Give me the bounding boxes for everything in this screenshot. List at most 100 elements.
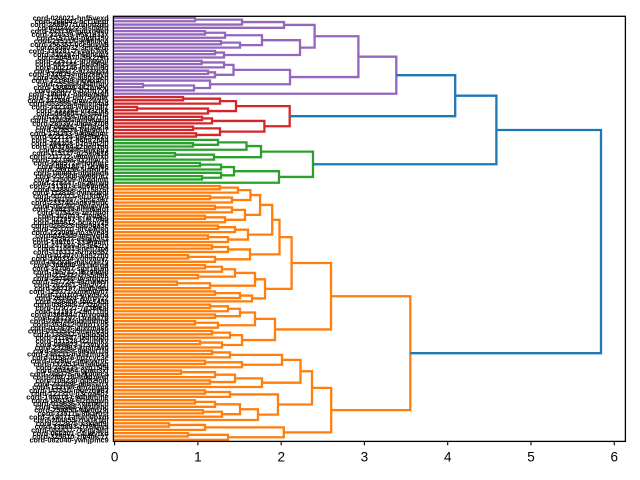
svg-text:cord-110015-nefj7qxi: cord-110015-nefj7qxi bbox=[37, 244, 108, 253]
svg-text:cord-266042-ncf10epf: cord-266042-ncf10epf bbox=[35, 17, 110, 26]
svg-text:cord-002146-j08xui6d: cord-002146-j08xui6d bbox=[35, 63, 108, 72]
svg-text:cord-053559-o4mvn4a4: cord-053559-o4mvn4a4 bbox=[29, 99, 109, 108]
svg-text:cord-321141-66mr2684: cord-321141-66mr2684 bbox=[31, 135, 108, 144]
svg-text:cord-138808-4k7bn7xj: cord-138808-4k7bn7xj bbox=[33, 83, 108, 92]
svg-text:cord-125371-xqmb0y07: cord-125371-xqmb0y07 bbox=[29, 287, 109, 296]
svg-text:cord-342348-wfhym4l1: cord-342348-wfhym4l1 bbox=[31, 103, 108, 112]
svg-text:cord-022124-g629be2u: cord-022124-g629be2u bbox=[31, 132, 109, 141]
svg-text:cord-110103-yrvd5rxi: cord-110103-yrvd5rxi bbox=[37, 290, 109, 299]
svg-text:cord-157164-plpft75v: cord-157164-plpft75v bbox=[37, 33, 109, 42]
svg-text:cord-307014-7jyu5jsj: cord-307014-7jyu5jsj bbox=[38, 211, 109, 220]
svg-text:cord-019636-xvjcnqcn: cord-019636-xvjcnqcn bbox=[33, 399, 109, 408]
svg-text:cord-140993-bfqfoeqh: cord-140993-bfqfoeqh bbox=[34, 168, 109, 177]
svg-text:cord-123095-no35ye4s: cord-123095-no35ye4s bbox=[31, 228, 108, 237]
svg-text:cord-026021-hnf5vexd: cord-026021-hnf5vexd bbox=[33, 14, 109, 23]
svg-text:cord-263701-8f7e4qeq: cord-263701-8f7e4qeq bbox=[33, 224, 109, 233]
svg-text:cord-231963-kgafrfw0: cord-231963-kgafrfw0 bbox=[35, 343, 109, 352]
svg-text:cord-112816-ovmizwdi: cord-112816-ovmizwdi bbox=[32, 188, 108, 197]
svg-text:cord-247560-0vstqqzp: cord-247560-0vstqqzp bbox=[33, 274, 109, 283]
svg-text:cord-219071-dtw00bxm: cord-219071-dtw00bxm bbox=[29, 412, 109, 421]
svg-text:cord-186487-o886vomp: cord-186487-o886vomp bbox=[29, 89, 110, 98]
svg-text:cord-032635-men2khvd: cord-032635-men2khvd bbox=[29, 70, 109, 79]
svg-text:cord-095185-ri1qzj86: cord-095185-ri1qzj86 bbox=[37, 162, 108, 171]
svg-text:cord-004564-tjpuu3xf: cord-004564-tjpuu3xf bbox=[36, 366, 109, 375]
svg-text:cord-204855-zna1k1hf: cord-204855-zna1k1hf bbox=[33, 416, 109, 425]
svg-text:cord-263924-7nfrpyz2: cord-263924-7nfrpyz2 bbox=[35, 294, 109, 303]
svg-text:cord-241656-p8hssrrx: cord-241656-p8hssrrx bbox=[34, 379, 109, 388]
svg-text:cord-249135-3yq15i5l: cord-249135-3yq15i5l bbox=[36, 363, 109, 372]
svg-text:cord-304032-3efr4edt: cord-304032-3efr4edt bbox=[36, 43, 109, 52]
svg-text:cord-146239-6mp6afqf: cord-146239-6mp6afqf bbox=[32, 205, 109, 214]
svg-text:cord-239412-9zzzzg4z: cord-239412-9zzzzg4z bbox=[34, 66, 109, 75]
svg-text:cord-131307-cab69m64: cord-131307-cab69m64 bbox=[29, 182, 108, 191]
svg-text:cord-024509-mejvqtia: cord-024509-mejvqtia bbox=[35, 231, 110, 240]
svg-text:cord-335115-8fkzr0st: cord-335115-8fkzr0st bbox=[37, 409, 109, 418]
svg-text:cord-079727-7g3f9cai: cord-079727-7g3f9cai bbox=[35, 304, 108, 313]
svg-text:cord-281792-t3rup47p: cord-281792-t3rup47p bbox=[34, 313, 109, 322]
svg-text:cord-289718-8uk1geqf: cord-289718-8uk1geqf bbox=[33, 373, 110, 382]
svg-text:cord-062936-masqxezy: cord-062936-masqxezy bbox=[30, 257, 109, 266]
svg-text:cord-068557-8j76b2la: cord-068557-8j76b2la bbox=[36, 122, 110, 131]
svg-text:cord-262461-59o2v21i: cord-262461-59o2v21i bbox=[34, 280, 109, 289]
svg-text:cord-259850-94e0gz9j: cord-259850-94e0gz9j bbox=[34, 406, 108, 415]
svg-text:cord-287197-mpflv9fu: cord-287197-mpflv9fu bbox=[34, 284, 108, 293]
svg-text:cord-237908-av90ric7: cord-237908-av90ric7 bbox=[35, 172, 108, 181]
svg-text:cord-247589-qmw2wxfo: cord-247589-qmw2wxfo bbox=[28, 96, 110, 105]
svg-text:cord-038345-z732pgoj: cord-038345-z732pgoj bbox=[33, 300, 108, 309]
svg-text:cord-353612-0fqo1xo5: cord-353612-0fqo1xo5 bbox=[33, 320, 109, 329]
svg-text:cord-285397-0idw3706: cord-285397-0idw3706 bbox=[32, 119, 108, 128]
svg-text:5: 5 bbox=[527, 449, 535, 464]
svg-text:cord-064858-9nywt1fd: cord-064858-9nywt1fd bbox=[33, 346, 109, 355]
svg-text:cord-226406-tbic145a: cord-226406-tbic145a bbox=[35, 297, 109, 306]
svg-text:4: 4 bbox=[444, 449, 452, 464]
svg-text:cord-032507-qmevxrvc: cord-032507-qmevxrvc bbox=[31, 356, 109, 365]
svg-text:6: 6 bbox=[611, 449, 619, 464]
svg-text:cord-333364-vfz3zfkk: cord-333364-vfz3zfkk bbox=[36, 106, 108, 115]
svg-text:cord-316337-6rhxo55z: cord-316337-6rhxo55z bbox=[33, 248, 109, 257]
svg-text:cord-247959-bs3e62ry: cord-247959-bs3e62ry bbox=[33, 241, 109, 250]
svg-text:cord-013020-ka52ztj0: cord-013020-ka52ztj0 bbox=[36, 251, 108, 260]
svg-text:cord-351557-spsc3lkr: cord-351557-spsc3lkr bbox=[35, 195, 109, 204]
svg-text:cord-162292-nwlavyf4: cord-162292-nwlavyf4 bbox=[34, 201, 109, 210]
svg-text:cord-284778-b7tfq7xk: cord-284778-b7tfq7xk bbox=[35, 86, 109, 95]
svg-text:cord-293736-lgmxg9ed: cord-293736-lgmxg9ed bbox=[31, 27, 109, 36]
svg-text:cord-137453-urtaebog: cord-137453-urtaebog bbox=[34, 360, 109, 369]
svg-text:cord-005966-u0xltenc: cord-005966-u0xltenc bbox=[35, 402, 109, 411]
svg-text:cord-099973-l73ctyxv: cord-099973-l73ctyxv bbox=[36, 340, 109, 349]
svg-text:cord-210074-om75wbbr: cord-210074-om75wbbr bbox=[28, 93, 108, 102]
svg-text:cord-121937-ctiq71hg: cord-121937-ctiq71hg bbox=[35, 307, 109, 316]
svg-text:cord-035354-n5mtmo3o: cord-035354-n5mtmo3o bbox=[28, 327, 109, 336]
svg-text:cord-211712-v0mwufxb: cord-211712-v0mwufxb bbox=[29, 152, 109, 161]
svg-text:cord-125009-hkqdlmtt: cord-125009-hkqdlmtt bbox=[34, 175, 109, 184]
svg-text:cord-255888-344tfjgv: cord-255888-344tfjgv bbox=[37, 79, 109, 88]
svg-text:cord-278441-ns26lrwb: cord-278441-ns26lrwb bbox=[33, 178, 109, 187]
svg-text:cord-149707-333h9mtf: cord-149707-333h9mtf bbox=[33, 238, 110, 247]
svg-text:cord-266208-p7q9m2i0: cord-266208-p7q9m2i0 bbox=[31, 139, 109, 148]
svg-text:cord-066604-bj3j4wj9: cord-066604-bj3j4wj9 bbox=[36, 109, 108, 118]
svg-text:cord-092388-jooa5lqs: cord-092388-jooa5lqs bbox=[35, 60, 109, 69]
svg-text:cord-215422-2is5d9ik: cord-215422-2is5d9ik bbox=[36, 271, 109, 280]
svg-text:cord-053676-aj8gxben: cord-053676-aj8gxben bbox=[33, 73, 109, 82]
svg-text:0: 0 bbox=[111, 449, 119, 464]
svg-text:cord-268375-mzkp0ec4: cord-268375-mzkp0ec4 bbox=[30, 369, 109, 378]
svg-text:cord-109230-g052loi0: cord-109230-g052loi0 bbox=[35, 376, 108, 385]
svg-text:cord-078539-lj4h9du7: cord-078539-lj4h9du7 bbox=[35, 126, 109, 135]
svg-text:cord-157724-49zhkken: cord-157724-49zhkken bbox=[32, 277, 109, 286]
svg-text:cord-196018-csohdmme: cord-196018-csohdmme bbox=[26, 393, 108, 402]
svg-text:cord-063764-z2uep1en: cord-063764-z2uep1en bbox=[31, 142, 108, 151]
svg-text:cord-252927-d5rgn5s7: cord-252927-d5rgn5s7 bbox=[32, 234, 108, 243]
svg-text:cord-324539-n581u33x: cord-324539-n581u33x bbox=[31, 30, 108, 39]
svg-text:cord-036884-t7myqoaa: cord-036884-t7myqoaa bbox=[31, 310, 110, 319]
svg-text:cord-138947-sg5lo50d: cord-138947-sg5lo50d bbox=[33, 330, 109, 339]
svg-text:cord-350996-thjxjqi3: cord-350996-thjxjqi3 bbox=[39, 145, 109, 154]
svg-text:cord-007473-eq1kdfy6: cord-007473-eq1kdfy6 bbox=[33, 192, 109, 201]
svg-text:cord-031528-lz2uhfkv: cord-031528-lz2uhfkv bbox=[35, 336, 108, 345]
svg-text:cord-225717-9r0wyojf: cord-225717-9r0wyojf bbox=[35, 56, 109, 65]
svg-text:cord-195742-1bz99nfd: cord-195742-1bz99nfd bbox=[33, 267, 109, 276]
svg-text:3: 3 bbox=[361, 449, 369, 464]
svg-text:cord-147510-muezqp67: cord-147510-muezqp67 bbox=[29, 386, 109, 395]
svg-text:cord-335893-zfx6kjws: cord-335893-zfx6kjws bbox=[35, 422, 109, 431]
svg-text:1: 1 bbox=[194, 449, 202, 464]
svg-text:cord-180334-yuhvauvz: cord-180334-yuhvauvz bbox=[31, 254, 109, 263]
svg-text:cord-110646-bqns6puq: cord-110646-bqns6puq bbox=[30, 116, 108, 125]
